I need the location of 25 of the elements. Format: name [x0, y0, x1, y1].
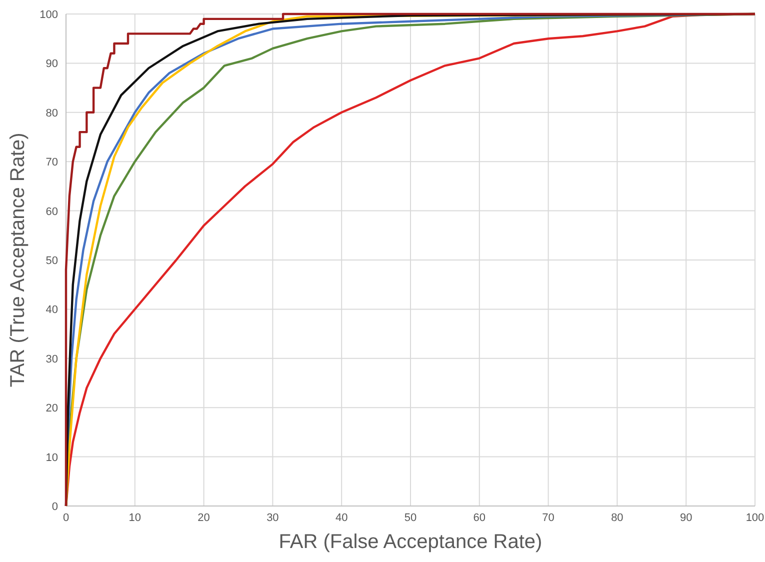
y-tick-label: 10	[46, 452, 58, 464]
y-tick-label: 60	[46, 206, 58, 218]
x-tick-label: 0	[62, 512, 70, 524]
y-tick-label: 80	[46, 107, 58, 120]
y-tick-label: 50	[46, 255, 58, 267]
x-tick-label: 50	[404, 512, 417, 524]
x-tick-label: 70	[542, 512, 554, 524]
y-tick-label: 20	[46, 402, 58, 415]
y-tick-label: 100	[40, 9, 58, 21]
x-tick-label: 20	[198, 512, 210, 524]
x-tick-label: 80	[611, 512, 624, 524]
y-tick-label: 90	[46, 58, 58, 70]
x-tick-label: 30	[266, 512, 279, 524]
y-tick-label: 70	[46, 156, 58, 169]
y-axis-title: TAR (True Acceptance Rate)	[7, 132, 29, 388]
x-tick-label: 90	[680, 512, 692, 524]
y-tick-label: 0	[52, 501, 58, 513]
x-tick-label: 10	[128, 512, 142, 524]
line-series	[64, 12, 756, 508]
y-tick-label: 30	[46, 353, 58, 366]
y-tick-label: 40	[46, 304, 58, 316]
x-tick-label: 40	[335, 512, 348, 524]
x-tick-label: 60	[473, 512, 486, 524]
x-axis-title: FAR (False Acceptance Rate)	[278, 531, 542, 553]
x-tick-label: 100	[746, 512, 764, 524]
